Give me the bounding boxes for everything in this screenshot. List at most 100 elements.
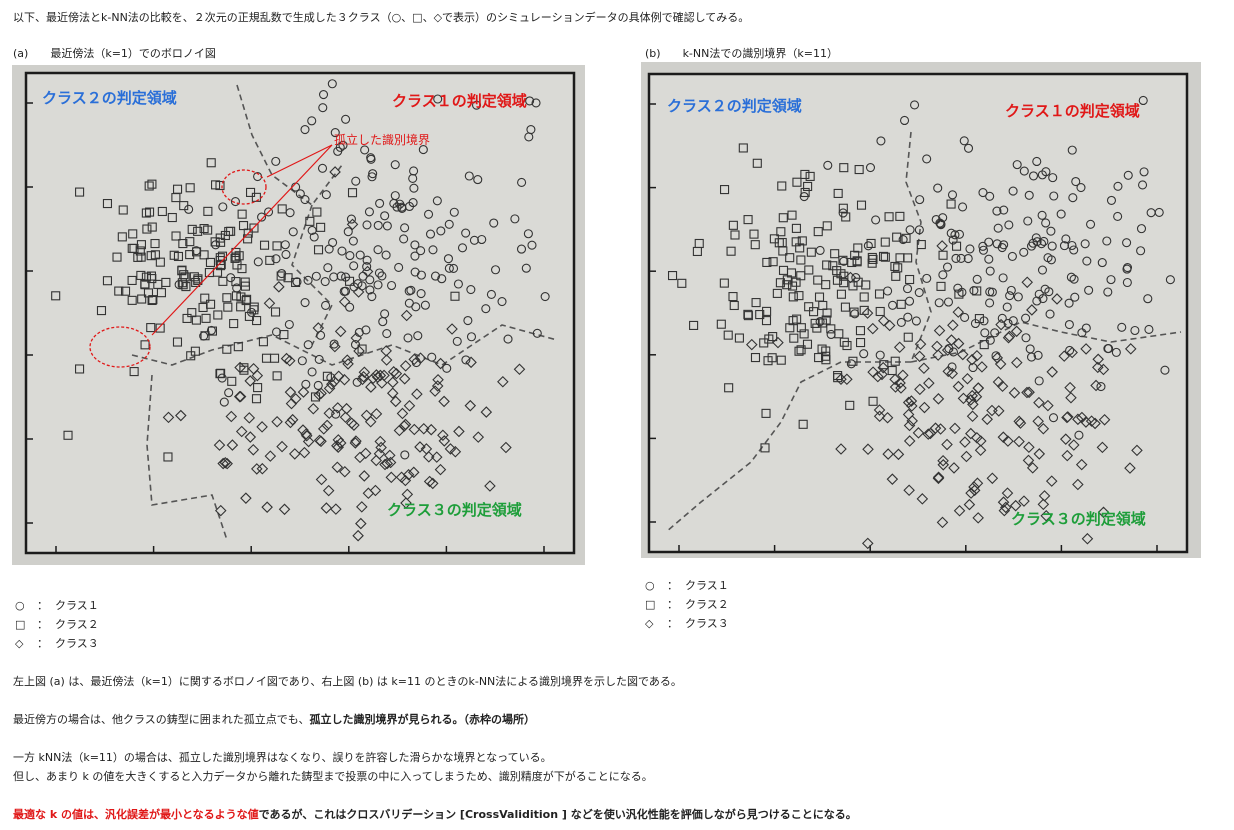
point-class2 bbox=[892, 232, 902, 242]
diamond-symbol: ◇ bbox=[15, 637, 24, 650]
point-class2 bbox=[752, 158, 762, 168]
point-class3 bbox=[399, 474, 412, 487]
point-class3 bbox=[861, 307, 874, 319]
point-class3 bbox=[976, 361, 988, 373]
point-class3 bbox=[894, 377, 906, 389]
point-class3 bbox=[1023, 386, 1035, 399]
point-class1 bbox=[1138, 95, 1148, 106]
point-class1 bbox=[914, 287, 924, 298]
point-class1 bbox=[1061, 234, 1071, 244]
point-class3 bbox=[369, 484, 382, 497]
point-class3 bbox=[1089, 417, 1101, 430]
point-class3 bbox=[981, 413, 993, 426]
point-class1 bbox=[318, 90, 329, 100]
point-class2 bbox=[206, 158, 216, 168]
point-class1 bbox=[524, 132, 534, 142]
point-class3 bbox=[1131, 444, 1143, 457]
point-class3 bbox=[1013, 435, 1025, 448]
point-class1 bbox=[985, 335, 995, 345]
point-class1 bbox=[525, 96, 535, 106]
point-class1 bbox=[980, 328, 990, 338]
point-class1 bbox=[970, 318, 980, 329]
point-class3 bbox=[286, 413, 299, 426]
point-class1 bbox=[277, 268, 287, 279]
point-class3 bbox=[323, 382, 336, 395]
figure-b-knn-image: クラス２の判定領域 クラス１の判定領域 クラス３の判定領域 bbox=[641, 62, 1201, 558]
point-class1 bbox=[452, 336, 462, 346]
point-class2 bbox=[777, 181, 787, 191]
point-class1 bbox=[910, 100, 920, 110]
point-class2 bbox=[821, 346, 831, 356]
point-class1 bbox=[1019, 247, 1029, 257]
point-class2 bbox=[797, 236, 807, 246]
point-class1 bbox=[1019, 166, 1029, 176]
point-class3 bbox=[284, 386, 297, 398]
point-class3 bbox=[398, 373, 411, 385]
point-class3 bbox=[941, 344, 954, 356]
point-class2 bbox=[133, 252, 143, 262]
point-class1 bbox=[1004, 220, 1014, 230]
point-class2 bbox=[856, 337, 866, 348]
point-class3 bbox=[1097, 363, 1110, 376]
point-class3 bbox=[341, 354, 354, 366]
point-class3 bbox=[235, 425, 248, 438]
point-class3 bbox=[862, 443, 874, 455]
point-class1 bbox=[461, 228, 471, 238]
point-class2 bbox=[743, 309, 753, 319]
point-class3 bbox=[1008, 387, 1021, 399]
point-class2 bbox=[768, 257, 778, 267]
point-class1 bbox=[375, 198, 385, 208]
point-class2 bbox=[839, 278, 849, 288]
point-class1 bbox=[300, 124, 310, 135]
point-class3 bbox=[437, 429, 449, 442]
point-class3 bbox=[1038, 490, 1051, 502]
point-class1 bbox=[1113, 181, 1123, 191]
point-class1 bbox=[285, 208, 295, 218]
point-class1 bbox=[199, 331, 209, 341]
point-class1 bbox=[876, 136, 886, 146]
point-class3 bbox=[352, 529, 364, 542]
point-class2 bbox=[117, 232, 127, 242]
point-class3 bbox=[338, 373, 351, 386]
point-class2 bbox=[141, 208, 151, 218]
point-class1 bbox=[433, 94, 443, 104]
point-class2 bbox=[199, 224, 209, 234]
figure-a-region-class3: クラス３の判定領域 bbox=[387, 501, 522, 519]
point-class1 bbox=[875, 350, 885, 360]
point-class3 bbox=[370, 408, 383, 420]
point-class2 bbox=[347, 188, 358, 198]
point-class1 bbox=[382, 328, 392, 339]
point-class3 bbox=[957, 392, 970, 405]
point-class1 bbox=[288, 227, 298, 237]
point-class2 bbox=[761, 316, 772, 326]
point-class3 bbox=[276, 440, 288, 453]
point-class2 bbox=[856, 200, 867, 210]
point-class3 bbox=[932, 472, 945, 485]
point-class1 bbox=[428, 245, 438, 255]
point-class1 bbox=[943, 297, 954, 307]
point-class3 bbox=[992, 376, 1005, 388]
point-class1 bbox=[956, 253, 966, 264]
point-class3 bbox=[438, 435, 451, 447]
point-class2 bbox=[848, 356, 858, 366]
point-class1 bbox=[404, 201, 415, 212]
point-class1 bbox=[410, 267, 420, 277]
point-class2 bbox=[938, 250, 948, 260]
point-class2 bbox=[147, 222, 157, 232]
point-class1 bbox=[1136, 224, 1147, 234]
point-class2 bbox=[794, 346, 804, 356]
point-class1 bbox=[859, 349, 869, 359]
point-class2 bbox=[283, 273, 293, 283]
point-class1 bbox=[1038, 294, 1048, 304]
point-class1 bbox=[489, 218, 499, 228]
point-class2 bbox=[233, 342, 243, 352]
point-class2 bbox=[750, 352, 761, 363]
point-class1 bbox=[1113, 211, 1123, 222]
point-class2 bbox=[144, 207, 155, 217]
point-class3 bbox=[1045, 475, 1058, 487]
point-class1 bbox=[1064, 298, 1074, 308]
point-class1 bbox=[1025, 344, 1035, 354]
point-class3 bbox=[975, 435, 987, 447]
point-class3 bbox=[472, 431, 485, 443]
point-class3 bbox=[1124, 343, 1137, 355]
